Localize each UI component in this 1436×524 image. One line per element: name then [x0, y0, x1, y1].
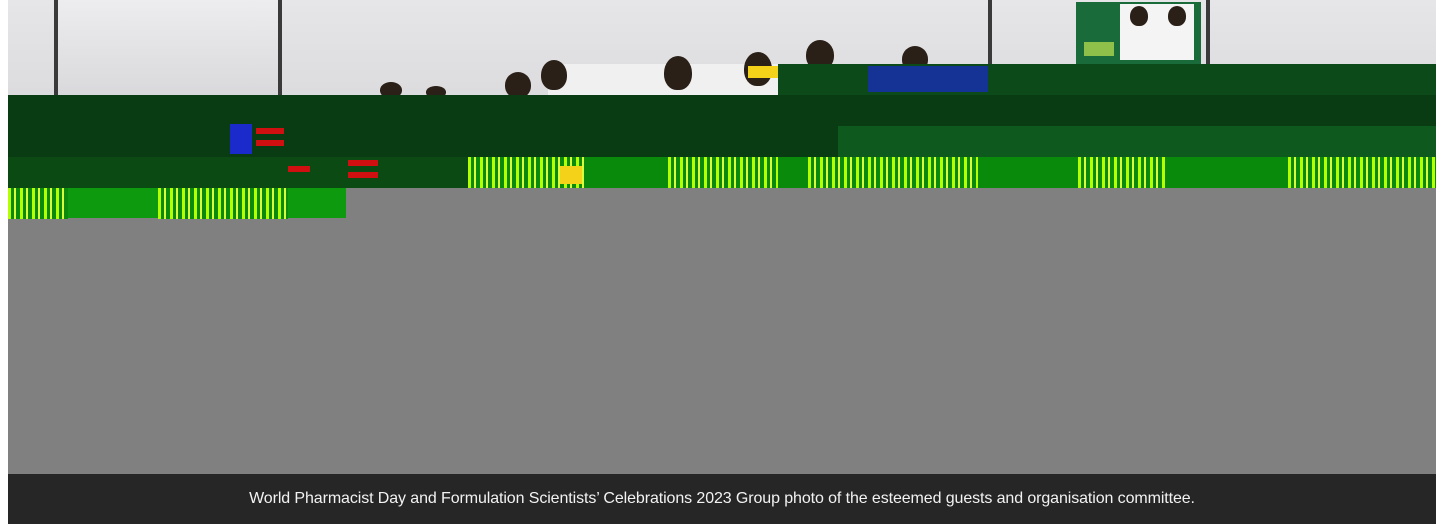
- group-photo-image[interactable]: [8, 0, 1436, 474]
- photo-corruption-streak: [668, 157, 778, 188]
- photo-corruption-streak: [808, 157, 978, 188]
- photo-corruption-streak: [1078, 157, 1168, 188]
- photo-corruption-block: [256, 140, 284, 146]
- photo-corruption-block: [256, 128, 284, 134]
- photo-corruption-block: [348, 160, 378, 166]
- photo-corruption-band: [8, 157, 468, 188]
- person-head: [1168, 6, 1186, 26]
- photo-wall-divider: [988, 0, 992, 95]
- person-head: [664, 56, 692, 90]
- person-head: [541, 60, 567, 90]
- photo-wall-divider: [54, 0, 58, 95]
- photo-corruption-streak: [158, 188, 288, 219]
- person-head: [380, 82, 402, 98]
- photo-corruption-block: [868, 66, 988, 92]
- photo-wall-divider: [1206, 0, 1210, 95]
- photo-corruption-block: [288, 166, 310, 172]
- photo-wall-panel: [56, 0, 278, 95]
- photo-corruption-streak: [1288, 157, 1436, 188]
- photo-caption: World Pharmacist Day and Formulation Sci…: [249, 490, 1195, 507]
- photo-wall-divider: [278, 0, 282, 95]
- photo-projection-screen: [548, 64, 778, 95]
- photo-corruption-block: [230, 124, 252, 154]
- photo-corruption-block: [748, 66, 778, 78]
- photo-caption-bar: World Pharmacist Day and Formulation Sci…: [8, 474, 1436, 524]
- photo-corruption-streak: [8, 188, 68, 219]
- photo-corruption-block: [560, 166, 582, 184]
- figure: World Pharmacist Day and Formulation Sci…: [8, 0, 1436, 524]
- person-head: [1130, 6, 1148, 26]
- photo-corruption-band: [838, 126, 1436, 157]
- photo-corruption-block: [348, 172, 378, 178]
- person-head: [505, 72, 531, 98]
